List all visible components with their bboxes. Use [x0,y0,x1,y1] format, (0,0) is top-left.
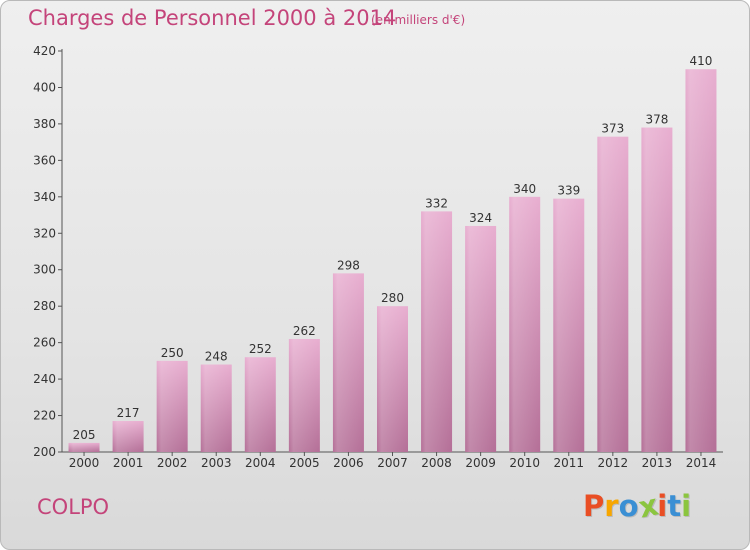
x-tick-label: 2004 [245,456,276,470]
bar-shine-2003 [200,364,232,452]
y-tick-label: 380 [33,117,56,131]
y-tick-label: 220 [33,409,56,423]
bar-shine-2013 [641,127,673,453]
x-tick-label: 2006 [333,456,364,470]
x-tick-label: 2001 [113,456,144,470]
logo-letter: i [681,489,692,523]
data-label-2006: 298 [337,258,360,272]
y-tick-label: 420 [33,44,56,58]
x-tick-label: 2007 [377,456,408,470]
bar-shine-2007 [377,306,408,452]
data-label-2012: 373 [601,122,624,136]
y-tick-label: 320 [33,226,56,240]
bar-shine-2009 [465,225,497,452]
data-label-2011: 339 [557,184,580,198]
logo-letter: o [618,489,639,523]
bar-shine-2005 [288,338,320,452]
data-label-2014: 410 [690,54,713,68]
data-label-2007: 280 [381,291,404,305]
bar-shine-2004 [244,357,276,452]
data-label-2002: 250 [161,346,184,360]
bar-shine-2014 [685,69,717,453]
bar-shine-2012 [597,136,629,452]
y-tick-label: 340 [33,190,56,204]
x-tick-label: 2000 [69,456,100,470]
data-label-2005: 262 [293,324,316,338]
logo-letter: t [667,489,682,523]
bar-shine-2000 [68,442,100,452]
chart-title: Charges de Personnel 2000 à 2014 [28,6,397,30]
bar-shine-2001 [112,421,144,452]
bar-shine-2011 [553,198,585,452]
x-tick-label: 2003 [201,456,232,470]
axes: 200 220 240 260 280 300 320 340 360 380 400 420 2000… [33,44,723,470]
x-tick-label: 2005 [289,456,320,470]
x-tick-label: 2012 [598,456,629,470]
x-tick-label: 2008 [421,456,452,470]
y-tick-label: 300 [33,263,56,277]
commune-name: COLPO [37,495,110,519]
data-label-2003: 248 [205,350,228,364]
proxiti-logo: Proxiti [583,487,692,524]
x-tick-label: 2002 [157,456,188,470]
data-label-2001: 217 [117,406,140,420]
data-label-2010: 340 [513,182,536,196]
y-tick-label: 400 [33,80,56,94]
y-tick-label: 360 [33,153,56,167]
bars [68,69,717,453]
data-label-2004: 252 [249,342,272,356]
y-tick-label: 200 [33,445,56,459]
bar-shine-2010 [509,196,541,452]
bar-shine-2002 [156,360,188,452]
bar-shine-2006 [332,273,364,452]
y-tick-label: 260 [33,336,56,350]
logo-letter: P [583,489,605,523]
x-tick-label: 2010 [509,456,540,470]
x-tick-label: 2013 [642,456,673,470]
y-tick-label: 240 [33,372,56,386]
x-tick-label: 2014 [686,456,717,470]
data-label-2000: 205 [73,428,96,442]
data-label-2008: 332 [425,196,448,210]
data-labels: 205 217 250 248 252 262 298 280 332 324 340 339 373 3… [73,54,713,442]
logo-letter: r [604,489,619,523]
x-tick-label: 2011 [553,456,584,470]
y-tick-label: 280 [33,299,56,313]
bar-shine-2008 [421,211,453,452]
chart-subtitle: (en milliers d'€) [371,13,466,27]
data-label-2009: 324 [469,211,492,225]
x-tick-label: 2009 [465,456,496,470]
logo-letter: i [657,489,668,523]
data-label-2013: 378 [645,113,668,127]
